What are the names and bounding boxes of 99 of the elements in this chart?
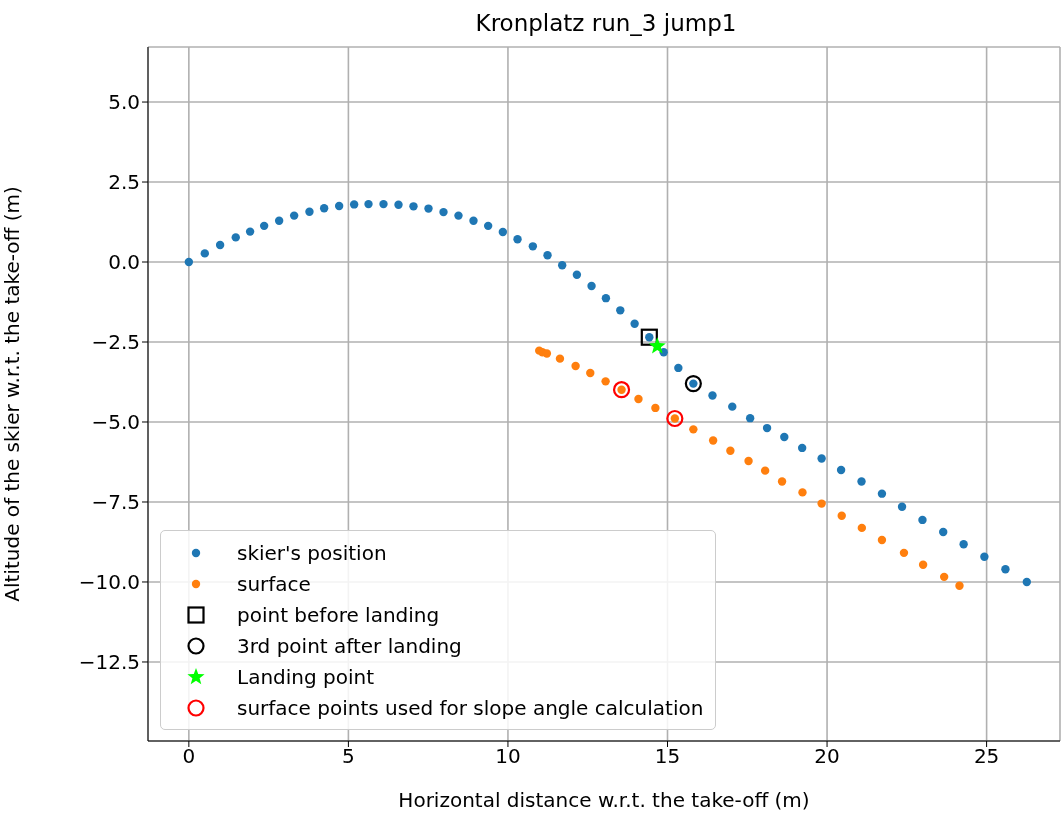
point	[555, 354, 565, 363]
point	[760, 466, 770, 475]
point	[245, 227, 255, 236]
point	[424, 204, 433, 213]
point	[648, 337, 666, 354]
point	[728, 402, 737, 411]
point	[571, 361, 580, 371]
point	[666, 409, 684, 428]
y-tick-label: 0.0	[108, 250, 140, 275]
point	[586, 368, 595, 378]
point	[708, 436, 718, 445]
point	[259, 221, 269, 231]
point	[572, 270, 582, 280]
point	[1022, 577, 1032, 587]
y-tick-label: 2.5	[108, 170, 140, 195]
point	[674, 363, 683, 373]
point	[483, 221, 493, 231]
point	[797, 443, 807, 453]
point	[498, 227, 508, 237]
point	[601, 377, 610, 386]
x-tick-label: 5	[342, 744, 355, 769]
y-tick-label: −5.0	[91, 410, 140, 435]
point	[689, 425, 698, 434]
point	[798, 488, 807, 497]
point	[1001, 564, 1010, 574]
x-tick-label: 0	[182, 744, 196, 769]
point	[634, 394, 643, 404]
point	[231, 233, 240, 242]
point	[630, 319, 639, 328]
point	[877, 535, 887, 545]
point	[817, 499, 826, 508]
point	[726, 446, 735, 455]
point	[684, 375, 702, 393]
point	[364, 199, 373, 209]
x-tick-label: 20	[814, 744, 840, 769]
point	[543, 251, 552, 260]
point	[955, 581, 964, 591]
point	[918, 560, 928, 569]
point	[857, 523, 867, 533]
legend-label: 3rd point after landing	[237, 633, 462, 658]
chart-title: Kronplatz run_3 jump1	[474, 10, 738, 36]
point	[439, 207, 448, 217]
point	[744, 456, 753, 466]
point	[877, 489, 887, 498]
point	[379, 199, 388, 209]
point	[817, 454, 826, 463]
point	[939, 572, 949, 582]
point	[745, 413, 755, 423]
point	[651, 403, 660, 413]
point	[409, 202, 418, 211]
legend-label: surface points used for slope angle calculation	[237, 695, 704, 720]
y-tick-label: 5.0	[108, 90, 140, 115]
point	[289, 211, 299, 220]
legend-label: point before landing	[237, 602, 440, 627]
point	[454, 211, 463, 220]
point	[274, 216, 284, 225]
legend-label: Landing point	[237, 664, 375, 689]
point	[513, 235, 522, 244]
point	[612, 381, 631, 399]
point	[837, 511, 846, 520]
point	[897, 502, 907, 511]
y-tick-label: −12.5	[78, 650, 140, 675]
point	[319, 204, 329, 213]
point	[558, 261, 567, 270]
y-tick-label: −2.5	[91, 330, 140, 355]
point	[959, 540, 968, 549]
point	[939, 527, 948, 537]
y-tick-label: −10.0	[78, 570, 140, 595]
point	[980, 552, 989, 561]
point	[836, 465, 846, 475]
point	[349, 200, 359, 209]
point	[857, 477, 866, 486]
point	[780, 432, 789, 442]
x-axis-title: Horizontal distance w.r.t. the take-off (m)	[398, 788, 810, 812]
point	[708, 391, 717, 400]
point	[184, 257, 194, 267]
point	[640, 328, 658, 346]
point	[394, 200, 403, 209]
point	[469, 216, 478, 225]
point	[762, 423, 772, 433]
point	[918, 515, 927, 525]
point	[528, 242, 538, 251]
legend-label: surface	[237, 571, 311, 596]
x-tick-label: 10	[495, 744, 521, 769]
point	[305, 207, 314, 216]
point	[899, 548, 909, 558]
point	[601, 293, 611, 303]
point	[200, 249, 209, 258]
y-tick-label: −7.5	[91, 490, 140, 515]
point	[587, 281, 596, 291]
point	[542, 349, 552, 358]
legend-label: skier's position	[237, 540, 387, 565]
y-axis-title: Altitude of the skier w.r.t. the take-off (m)	[0, 186, 25, 602]
point	[215, 240, 225, 250]
point	[334, 201, 344, 211]
point	[777, 477, 787, 486]
x-tick-label: 25	[973, 744, 1000, 769]
x-tick-label: 15	[654, 744, 681, 769]
point	[616, 306, 625, 315]
